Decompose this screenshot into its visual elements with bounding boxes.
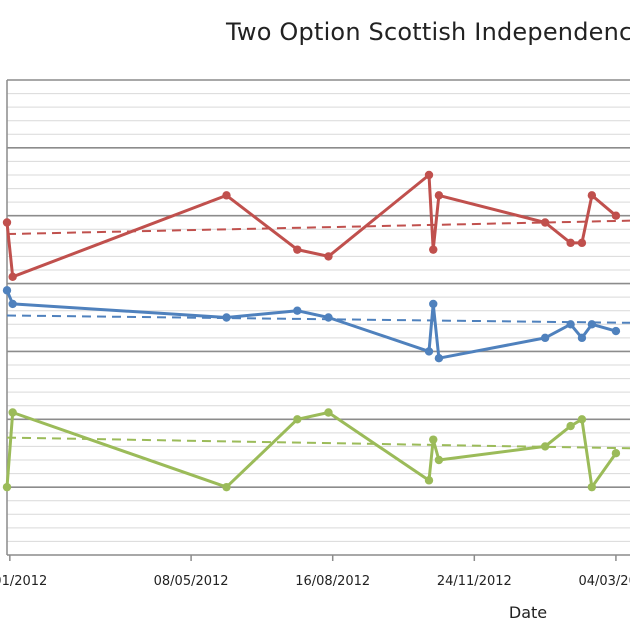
series-1-point bbox=[8, 272, 17, 281]
series-1-point bbox=[577, 238, 587, 248]
series-2-point bbox=[222, 313, 231, 322]
series-2-point bbox=[8, 299, 17, 309]
series-2-point bbox=[577, 333, 587, 343]
series-2-point bbox=[611, 326, 621, 336]
series-1-point bbox=[222, 191, 231, 200]
series-3-point bbox=[577, 415, 587, 424]
chart-title: Two Option Scottish Independence bbox=[226, 18, 630, 46]
series-1-point bbox=[566, 238, 575, 248]
series-3-point bbox=[424, 476, 434, 485]
series-3-point bbox=[434, 455, 444, 465]
series-1-point bbox=[2, 218, 12, 227]
series-3-point bbox=[540, 442, 550, 451]
series-2-point bbox=[2, 286, 12, 295]
series-3-point bbox=[611, 449, 621, 458]
series-3-line bbox=[5, 411, 618, 489]
series-1-point bbox=[424, 170, 434, 180]
series-1-point bbox=[611, 211, 621, 220]
x-tick-label: 04/03/2013 bbox=[578, 574, 630, 589]
series-3-point bbox=[587, 482, 597, 492]
series-3-point bbox=[293, 415, 302, 424]
series-3-point bbox=[8, 408, 17, 417]
series-2-point bbox=[293, 306, 302, 315]
x-tick-label: 16/08/2012 bbox=[295, 574, 370, 589]
x-tick-label: 24/11/2012 bbox=[437, 574, 512, 589]
series-2 bbox=[2, 286, 621, 363]
series-1-point bbox=[434, 191, 444, 200]
gridlines bbox=[7, 79, 630, 542]
x-tick-label: 01/01/2012 bbox=[0, 574, 47, 589]
x-axis-title: Date bbox=[509, 603, 547, 622]
series-1-point bbox=[540, 218, 550, 227]
series-1-point bbox=[587, 191, 597, 200]
series-3-point bbox=[2, 482, 12, 492]
series-2-trendline bbox=[6, 314, 630, 324]
series-2-point bbox=[566, 320, 575, 329]
series-1-point bbox=[324, 252, 333, 261]
series-2-point bbox=[540, 333, 550, 343]
series-2-point bbox=[434, 354, 444, 363]
series-1-point bbox=[429, 245, 438, 254]
series-3-point bbox=[429, 435, 438, 444]
series-2-point bbox=[324, 313, 333, 322]
series-2-point bbox=[587, 320, 597, 329]
series-3-point bbox=[566, 421, 575, 431]
series-1-line bbox=[5, 173, 618, 279]
x-tick-labels: 01/01/2012 08/05/2012 16/08/2012 24/11/2012… bbox=[0, 574, 630, 589]
series-2-point bbox=[429, 299, 438, 309]
series-2-point bbox=[424, 347, 434, 356]
series-1 bbox=[2, 170, 621, 281]
series-3-point bbox=[324, 408, 333, 417]
series-1-point bbox=[293, 245, 302, 254]
series-1-trendline bbox=[6, 219, 630, 236]
axes bbox=[6, 80, 630, 561]
series-3 bbox=[2, 408, 621, 492]
series-3-point bbox=[222, 482, 231, 492]
x-tick-label: 08/05/2012 bbox=[154, 574, 229, 589]
series-lines bbox=[2, 170, 621, 492]
